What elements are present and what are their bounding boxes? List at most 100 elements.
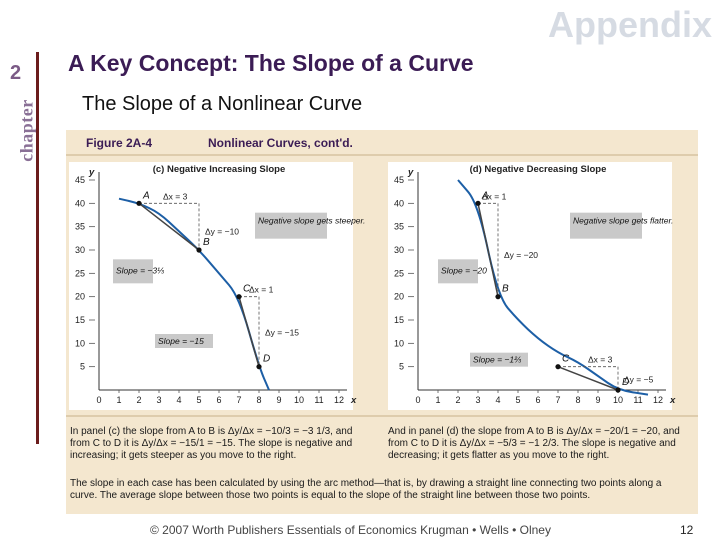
panel-d-dx-top: Δx = 1 — [482, 191, 507, 201]
panel-c-slope-cd-box — [155, 334, 213, 348]
panel-c-x-tick-label: 3 — [156, 395, 161, 405]
panel-d-note-box — [570, 212, 642, 239]
caption-right: And in panel (d) the slope from A to B i… — [388, 426, 680, 461]
panel-c-x-tick-label: 11 — [314, 395, 323, 405]
panel-d-x-tick-label: 3 — [475, 395, 480, 405]
panel-c-chord-cd — [238, 296, 260, 367]
chapter-label: chapter — [16, 99, 37, 162]
panel-d-x-tick-label: 4 — [495, 395, 500, 405]
panel-d-y-tick-label: 20 — [394, 292, 404, 302]
panel-c-point-label: B — [203, 237, 210, 248]
panel-d-y-tick-label: 5 — [399, 362, 404, 372]
panel-c-x-tick-label: 2 — [136, 395, 141, 405]
panel-d-y-tick-label: 40 — [394, 198, 404, 208]
panel-c-note: Negative slope gets steeper. — [258, 216, 365, 226]
panel-d-x-tick-label: 6 — [535, 395, 540, 405]
panel-c-chord-ab — [138, 202, 200, 251]
panel-d-point-label: D — [622, 377, 629, 388]
chapter-divider — [36, 52, 39, 444]
panel-c-y-label: y — [88, 167, 95, 178]
panel-d-y-tick-label: 35 — [394, 222, 404, 232]
panel-c-y-tick-label: 30 — [75, 245, 85, 255]
panel-c-y-tick-label: 45 — [75, 175, 85, 185]
caption-left: In panel (c) the slope from A to B is Δy… — [70, 426, 353, 461]
panel-d-dy-top: Δy = −20 — [504, 250, 538, 260]
panel-c-x-tick-label: 1 — [116, 395, 121, 405]
panel-c-y-tick-label: 35 — [75, 222, 85, 232]
panel-c-dx-bottom: Δx = 1 — [249, 285, 274, 295]
figure-title: Nonlinear Curves, cont'd. — [208, 136, 353, 150]
panel-d-dx-bottom: Δx = 3 — [588, 355, 613, 365]
panel-c-dy-top: Δy = −10 — [205, 227, 239, 237]
panel-c-slope-ab-box — [113, 259, 153, 284]
panel-d-y-label: y — [407, 167, 414, 178]
panel-d-y-tick-label: 45 — [394, 175, 404, 185]
panel-d-slope-cd-box — [470, 352, 528, 367]
panel-c-note-box — [255, 212, 327, 239]
panel-d-x-tick-label: 1 — [435, 395, 440, 405]
panel-c-point-c — [236, 294, 242, 300]
panel-d-point-d — [615, 387, 621, 393]
figure-bottom-note: The slope in each case has been calculat… — [70, 478, 662, 501]
panel-d-x-tick-label: 11 — [633, 395, 642, 405]
figure-svg: Figure 2A-4 Nonlinear Curves, cont'd. (c) … — [66, 136, 698, 417]
slide-subtitle: The Slope of a Nonlinear Curve — [82, 93, 363, 115]
panel-c-x-tick-label: 4 — [176, 395, 181, 405]
panel-d-x-tick-label: 9 — [595, 395, 600, 405]
panel-d-x-tick-label: 7 — [555, 395, 560, 405]
panel-c-dx-top: Δx = 3 — [163, 191, 188, 201]
panel-d-point-label: C — [562, 354, 570, 365]
panel-d-point-a — [475, 200, 481, 206]
panel-c-title: (c) Negative Increasing Slope — [153, 164, 286, 175]
panel-c-x-tick-label: 8 — [256, 395, 261, 405]
panel-c-point-b — [196, 247, 202, 253]
panel-d-x-tick-label: 2 — [455, 395, 460, 405]
page-number: 12 — [680, 523, 694, 537]
panel-c-x-tick-label: 12 — [334, 395, 344, 405]
panel-c-y-tick-label: 10 — [75, 338, 85, 348]
panel-c-x-tick-label: 9 — [276, 395, 281, 405]
panel-d-slope-ab-box — [438, 259, 478, 284]
panel-d-chord-cd — [557, 365, 619, 391]
panel-d-background — [388, 162, 672, 410]
footer-credit: © 2007 Worth Publishers Essentials of Ec… — [150, 523, 551, 537]
panel-c-slope-ab: Slope = −3⅓ — [116, 265, 164, 275]
panel-d-point-label: B — [502, 284, 509, 295]
figure-panel: Figure 2A-4 Nonlinear Curves, cont'd. (c) … — [66, 130, 698, 514]
panel-d-x-tick-label: 5 — [515, 395, 520, 405]
panel-c-x-tick-label: 0 — [96, 395, 101, 405]
panel-c-x-tick-label: 10 — [294, 395, 304, 405]
panel-c-x-tick-label: 5 — [196, 395, 201, 405]
panel-d-point-label: A — [481, 190, 489, 201]
panel-c-point-label: A — [142, 190, 150, 201]
panel-d-x-tick-label: 0 — [415, 395, 420, 405]
panel-c-x-label: x — [350, 395, 357, 406]
panel-d-x-tick-label: 8 — [575, 395, 580, 405]
panel-d-title: (d) Negative Decreasing Slope — [470, 164, 607, 175]
panel-d-note: Negative slope gets flatter. — [573, 216, 673, 226]
panel-c-point-label: D — [263, 354, 270, 365]
panel-d-y-tick-label: 30 — [394, 245, 404, 255]
panel-d-y-tick-label: 25 — [394, 268, 404, 278]
panel-d-point-b — [495, 294, 501, 300]
panel-c-y-tick-label: 40 — [75, 198, 85, 208]
panel-c-x-tick-label: 7 — [236, 395, 241, 405]
panel-c-slope-cd: Slope = −15 — [158, 336, 204, 346]
panel-d-slope-cd: Slope = −1⅔ — [473, 355, 521, 365]
panel-c-background — [69, 162, 353, 410]
panel-c-x-tick-label: 6 — [216, 395, 221, 405]
panel-d-chord-ab — [477, 203, 499, 297]
panel-c-y-tick-label: 5 — [80, 362, 85, 372]
panel-c-point-d — [256, 364, 262, 370]
figure-label: Figure 2A-4 — [86, 136, 152, 150]
panel-c-y-tick-label: 20 — [75, 292, 85, 302]
panel-c-y-tick-label: 15 — [75, 315, 85, 325]
panel-d-x-tick-label: 12 — [653, 395, 663, 405]
panel-d-y-tick-label: 10 — [394, 338, 404, 348]
panel-d-dy-bottom: Δy = −5 — [624, 374, 654, 384]
panel-c-point-a — [136, 200, 142, 206]
panel-d-point-c — [555, 364, 561, 370]
panel-c-dy-bottom: Δy = −15 — [265, 328, 299, 338]
panel-c-y-tick-label: 25 — [75, 268, 85, 278]
panel-d-x-tick-label: 10 — [613, 395, 623, 405]
